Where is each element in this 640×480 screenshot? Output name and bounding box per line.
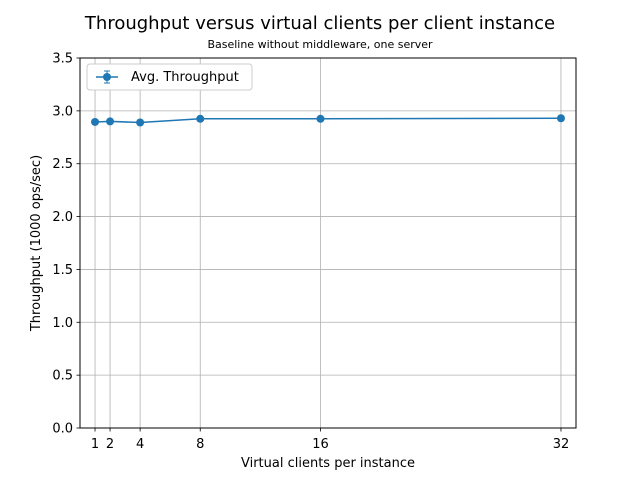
y-tick-label: 3.0 (52, 104, 73, 119)
y-tick-label: 0.0 (52, 422, 73, 437)
y-axis-label: Throughput (1000 ops/sec) (29, 155, 44, 332)
y-tick-label: 1.5 (52, 263, 73, 278)
x-tick-label: 16 (312, 437, 329, 452)
x-axis-label: Virtual clients per instance (241, 456, 415, 471)
x-tick-label: 2 (106, 437, 114, 452)
legend-label: Avg. Throughput (131, 70, 239, 85)
data-point (556, 114, 565, 123)
x-axis: 1 2 4 8 16 32 (91, 428, 569, 452)
y-tick-label: 2.5 (52, 157, 73, 172)
x-tick-label: 1 (91, 437, 99, 452)
y-tick-label: 3.5 (52, 52, 73, 67)
x-tick-label: 8 (196, 437, 204, 452)
data-point (106, 117, 115, 126)
data-point (136, 118, 145, 127)
legend-marker (103, 73, 111, 81)
x-tick-label: 32 (553, 437, 570, 452)
chart-title: Throughput versus virtual clients per cl… (84, 13, 555, 34)
y-tick-label: 2.0 (52, 210, 73, 225)
series-layer (91, 114, 565, 127)
y-tick-label: 1.0 (52, 316, 73, 331)
data-point (316, 114, 325, 123)
legend: Avg. Throughput (86, 63, 253, 91)
plot-area (79, 57, 577, 429)
data-point (91, 117, 100, 126)
data-point (196, 114, 205, 123)
x-tick-label: 4 (136, 437, 144, 452)
y-tick-label: 0.5 (52, 369, 73, 384)
chart-subtitle: Baseline without middleware, one server (207, 38, 433, 51)
y-axis: 0.0 0.5 1.0 1.5 2.0 2.5 3.0 3.5 (52, 52, 80, 437)
legend-box (86, 63, 253, 91)
